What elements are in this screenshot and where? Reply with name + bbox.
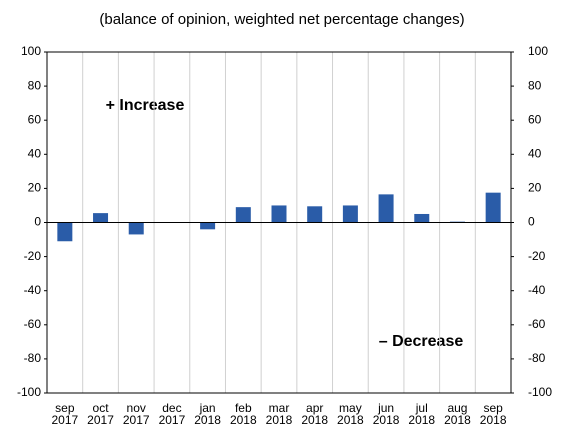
y-tick-label: 40 xyxy=(28,146,42,160)
y-tick-label: 20 xyxy=(28,181,42,195)
bar xyxy=(128,222,144,235)
bar xyxy=(200,222,216,230)
x-tick-label: jan xyxy=(199,401,216,415)
x-tick-label: feb xyxy=(235,401,252,415)
bar xyxy=(271,205,287,223)
y-tick-label: 60 xyxy=(28,112,42,126)
x-tick-label: apr xyxy=(306,401,323,415)
x-tick-label: 2018 xyxy=(301,413,328,427)
y2-tick-label: 20 xyxy=(528,181,542,195)
bar xyxy=(378,194,394,223)
bar xyxy=(235,207,251,223)
x-tick-label: oct xyxy=(93,401,110,415)
x-tick-label: 2018 xyxy=(230,413,257,427)
x-tick-label: 2017 xyxy=(87,413,114,427)
y2-tick-label: 60 xyxy=(528,112,542,126)
x-tick-label: 2018 xyxy=(408,413,435,427)
x-tick-label: 2018 xyxy=(444,413,471,427)
bar xyxy=(485,192,501,223)
y2-tick-label: 80 xyxy=(528,78,542,92)
x-tick-label: 2018 xyxy=(480,413,507,427)
y-tick-label: -40 xyxy=(24,283,42,297)
y-tick-label: 80 xyxy=(28,78,42,92)
x-tick-label: 2017 xyxy=(51,413,78,427)
bar xyxy=(342,205,358,223)
y2-tick-label: 100 xyxy=(528,44,548,58)
annotation: – Decrease xyxy=(379,333,464,350)
y2-tick-label: -20 xyxy=(528,249,546,263)
x-tick-label: dec xyxy=(162,401,181,415)
x-tick-label: may xyxy=(339,401,362,415)
y-tick-label: -80 xyxy=(24,351,42,365)
x-tick-label: nov xyxy=(127,401,146,415)
x-tick-label: 2018 xyxy=(373,413,400,427)
y2-tick-label: -100 xyxy=(528,385,552,399)
y-tick-label: -20 xyxy=(24,249,42,263)
y2-tick-label: -40 xyxy=(528,283,546,297)
annotation: + Increase xyxy=(106,97,185,114)
y-tick-label: -100 xyxy=(17,385,41,399)
x-tick-label: 2018 xyxy=(194,413,221,427)
x-tick-label: sep xyxy=(55,401,75,415)
bar xyxy=(414,213,430,223)
x-tick-label: sep xyxy=(483,401,503,415)
bar xyxy=(57,222,73,242)
x-tick-label: jul xyxy=(415,401,428,415)
y-tick-label: -60 xyxy=(24,317,42,331)
chart-subtitle: (balance of opinion, weighted net percen… xyxy=(99,11,464,28)
bar xyxy=(307,206,323,223)
y-tick-label: 100 xyxy=(21,44,41,58)
y2-tick-label: 40 xyxy=(528,146,542,160)
x-tick-label: jun xyxy=(377,401,394,415)
y2-tick-label: -80 xyxy=(528,351,546,365)
x-tick-label: 2017 xyxy=(123,413,150,427)
y-tick-label: 0 xyxy=(34,215,41,229)
x-tick-label: mar xyxy=(269,401,290,415)
x-tick-label: 2018 xyxy=(266,413,293,427)
y2-tick-label: 0 xyxy=(528,215,535,229)
y2-tick-label: -60 xyxy=(528,317,546,331)
bar xyxy=(93,213,109,223)
x-tick-label: 2018 xyxy=(337,413,364,427)
x-tick-label: 2017 xyxy=(159,413,186,427)
x-tick-label: aug xyxy=(447,401,467,415)
